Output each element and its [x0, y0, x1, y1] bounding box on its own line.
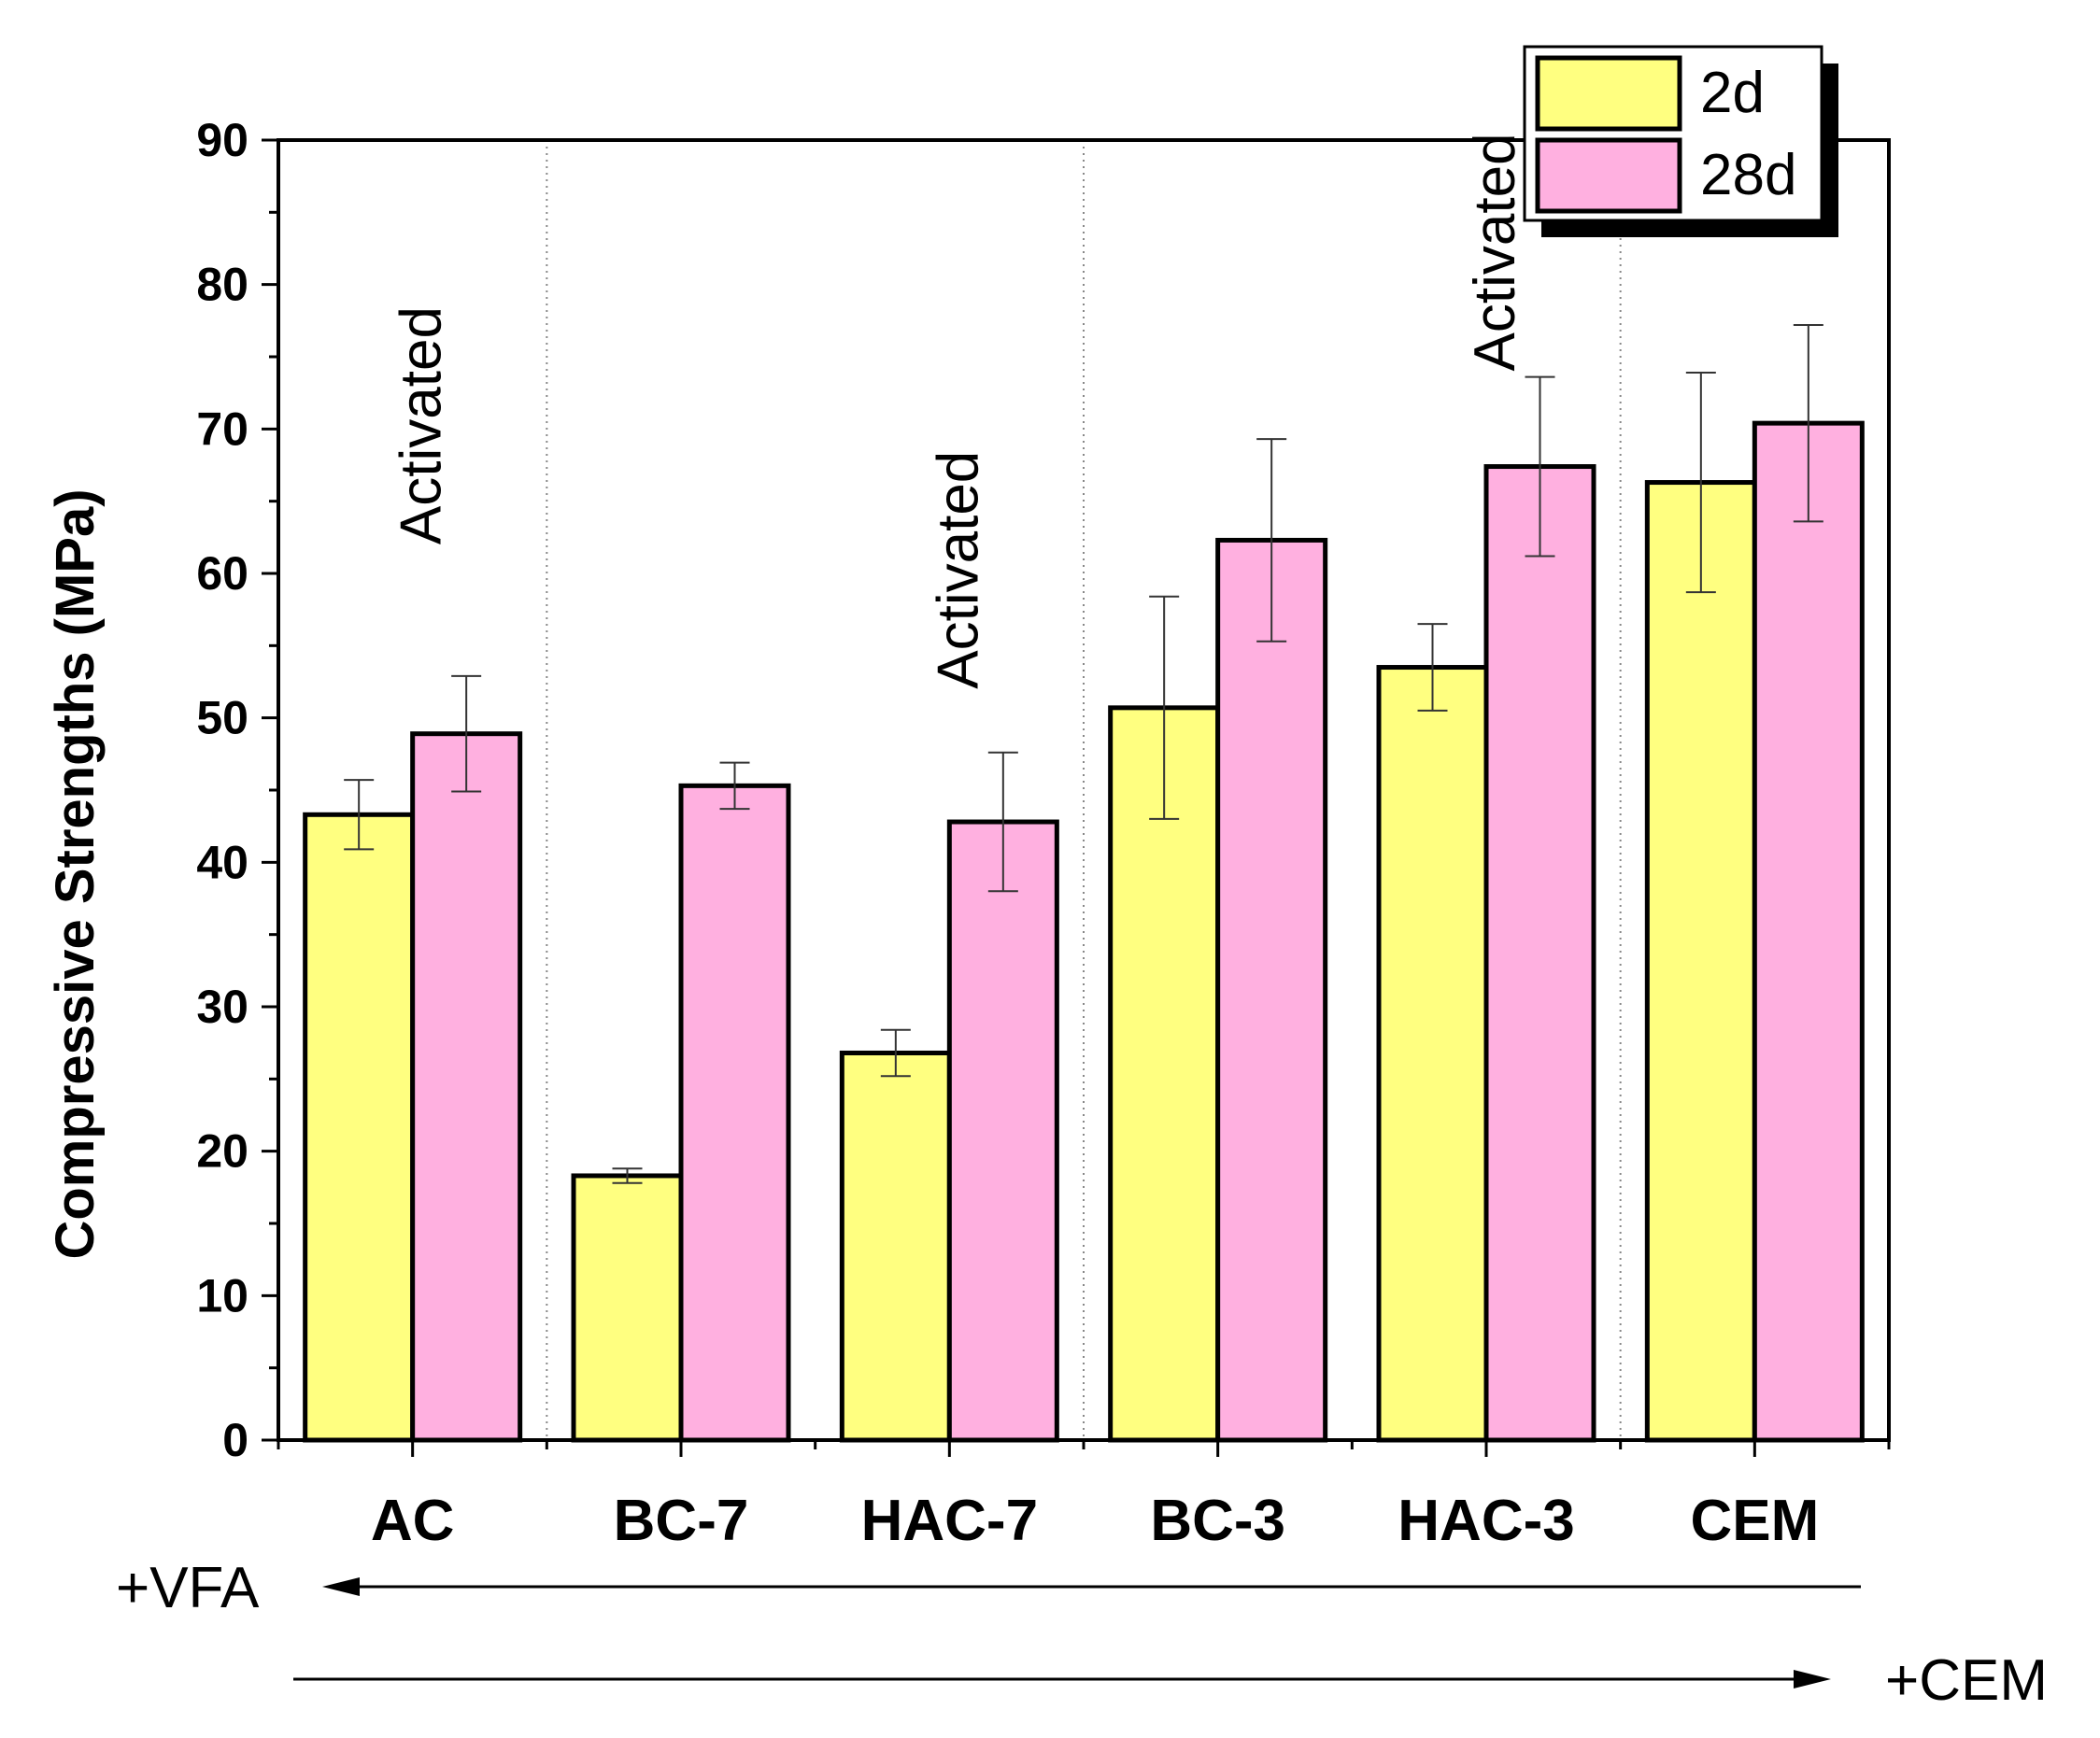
- bar-2d-BC-7: [571, 1173, 684, 1443]
- y-tick-label: 10: [196, 1269, 248, 1321]
- x-tick-label-BC-3: BC-3: [1150, 1489, 1285, 1553]
- y-tick-label: 60: [196, 547, 248, 600]
- x-tick-label-BC-7: BC-7: [614, 1489, 749, 1553]
- y-tick-label: 40: [196, 836, 248, 888]
- bar-2d-CEM: [1644, 480, 1757, 1443]
- x-tick-label-AC: AC: [371, 1489, 455, 1553]
- y-tick-label: 0: [222, 1414, 248, 1466]
- annotation-activated: Activated: [926, 451, 990, 689]
- bar-28d-BC-3: [1215, 537, 1328, 1443]
- bar-28d-CEM: [1752, 420, 1865, 1443]
- bar-2d-HAC-3: [1376, 665, 1489, 1443]
- arrow-head-right: [1794, 1670, 1831, 1689]
- legend-swatch-28d: [1535, 137, 1682, 214]
- arrow-head-left: [322, 1577, 360, 1596]
- y-tick-label: 20: [196, 1125, 248, 1178]
- axes: 0 10 20 30 40 50 60 70 80 90 AC BC-7 HAC-7 BC-3 HAC-3 C…: [45, 114, 1891, 1553]
- y-tick-label: 70: [196, 403, 248, 455]
- bar-28d-BC-7: [678, 783, 791, 1443]
- x-tick-label-CEM: CEM: [1690, 1489, 1819, 1553]
- group-dividers: [546, 140, 1622, 1440]
- bar-28d-AC: [410, 731, 523, 1443]
- annotations: Activated Activated Activated: [390, 133, 1527, 688]
- bar-2d-HAC-7: [839, 1050, 952, 1443]
- legend-label-2d: 2d: [1700, 61, 1765, 125]
- y-tick-label: 80: [196, 259, 248, 311]
- legend-label-28d: 28d: [1700, 143, 1796, 207]
- y-axis-title: Compressive Strengths (MPa): [45, 488, 106, 1259]
- bar-2d-AC: [303, 812, 416, 1443]
- y-tick-label: 90: [196, 114, 248, 166]
- bar-28d-HAC-7: [946, 819, 1059, 1443]
- error-bars: [344, 323, 1823, 1184]
- arrow-label: +CEM: [1885, 1648, 2048, 1713]
- arrow-label: +VFA: [116, 1556, 260, 1620]
- y-tick-label: 30: [196, 981, 248, 1033]
- x-tick-label-HAC-3: HAC-3: [1398, 1489, 1574, 1553]
- bar-28d-HAC-3: [1483, 464, 1596, 1443]
- y-tick-label: 50: [196, 692, 248, 744]
- annotation-activated: Activated: [390, 306, 454, 544]
- annotation-activated: Activated: [1463, 133, 1527, 371]
- legend-swatch-2d: [1535, 55, 1682, 132]
- arrows: +VFA +CEM: [116, 1556, 2048, 1713]
- x-tick-label-HAC-7: HAC-7: [861, 1489, 1038, 1553]
